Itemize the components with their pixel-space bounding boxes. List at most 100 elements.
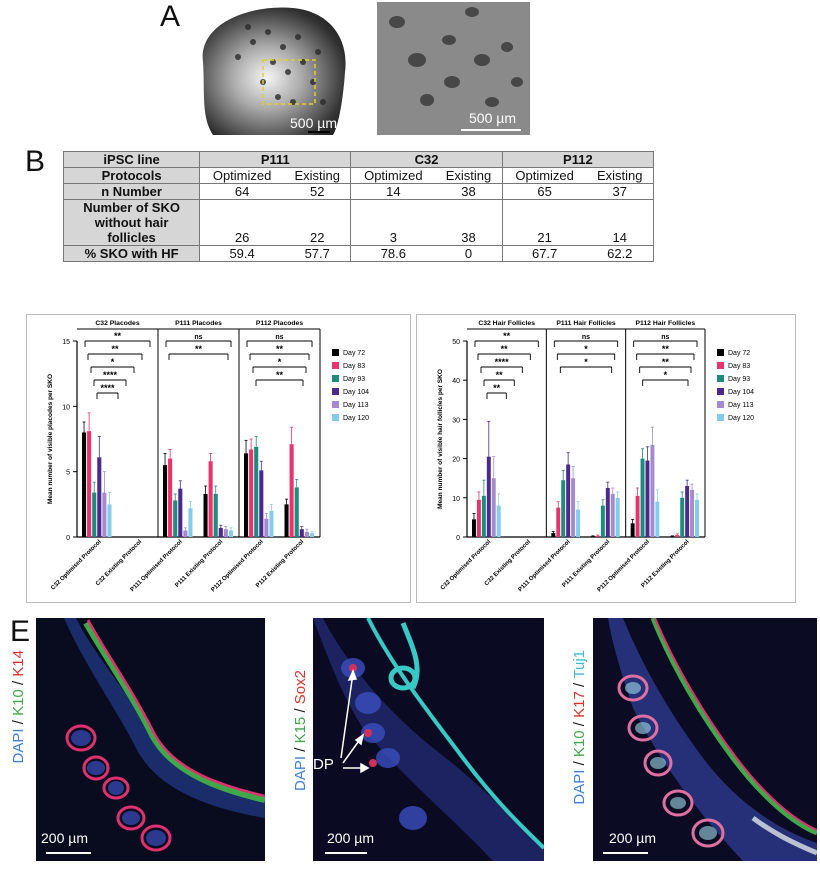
significance-label: * [584, 344, 588, 354]
bar [496, 505, 501, 537]
significance-label: ns [661, 334, 669, 341]
significance-label: **** [100, 383, 115, 393]
table-cell: 64 [199, 183, 285, 200]
scale-bar-e1 [46, 852, 91, 854]
table-header-cell: iPSC line [62, 151, 201, 168]
bar [289, 444, 294, 537]
scale-label-e2: 200 µm [327, 830, 374, 846]
legend-label: Day 113 [728, 402, 754, 409]
legend-label: Day 104 [343, 389, 369, 396]
legend-label: Day 120 [343, 415, 369, 422]
significance-label: ** [493, 383, 501, 393]
bar [284, 504, 289, 537]
legend-label: Day 83 [343, 363, 365, 370]
bar [635, 495, 640, 537]
group-title: P111 Placodes [175, 320, 222, 327]
y-tick-label: 5 [66, 470, 70, 477]
significance-label: **** [103, 370, 118, 380]
organoid-zoom-image: 500 µm [377, 2, 530, 135]
stain-dapi: DAPI [10, 728, 27, 764]
bar [244, 453, 249, 537]
significance-label: ns [275, 334, 283, 341]
row-label: Protocols [62, 167, 201, 184]
legend-label: Day 120 [728, 415, 754, 422]
bar [591, 536, 595, 537]
y-axis-label: Mean number of visible hair follicles pe… [437, 369, 444, 509]
legend-swatch [332, 388, 339, 395]
row-label-line: Number of SKO [83, 200, 180, 215]
significance-label: **** [495, 357, 510, 367]
significance-label: ** [501, 344, 509, 354]
bar [87, 431, 92, 537]
bar [259, 470, 264, 537]
legend-label: Day 113 [343, 402, 369, 409]
bar [561, 480, 566, 537]
stain-label-3: DAPI / K10 / K17 / Tuj1 [567, 650, 593, 830]
table-cell: 26 [199, 199, 285, 246]
scale-bar-e2 [325, 852, 367, 854]
y-tick-label: 10 [62, 404, 70, 411]
significance-label: ** [662, 357, 670, 367]
legend-swatch [332, 414, 339, 421]
stain-sep: / [292, 704, 309, 717]
legend-swatch [332, 401, 339, 408]
y-tick-label: 10 [452, 496, 460, 503]
bar [168, 458, 173, 537]
row-label: Number of SKO without hair follicles [62, 199, 201, 246]
y-axis-label: Mean number of visible placodes per SKO [47, 374, 54, 504]
category-label: P112 Existing Protocol [641, 539, 691, 589]
bar [472, 519, 476, 537]
legend-label: Day 104 [728, 389, 754, 396]
bar [476, 499, 481, 537]
legend-label: Day 93 [343, 376, 365, 383]
bar [680, 497, 685, 537]
bar [685, 486, 690, 537]
table-cell: 37 [586, 183, 654, 200]
bar [576, 509, 580, 537]
bar [675, 535, 680, 537]
table-cell: 67.7 [501, 245, 587, 262]
y-tick-label: 0 [456, 535, 460, 542]
immunostain-image-k10-k14 [36, 618, 265, 861]
bar [309, 533, 314, 537]
table-cell: Optimized [501, 167, 587, 184]
y-tick-label: 0 [66, 535, 70, 542]
bar [264, 518, 269, 537]
table-cell: 3 [350, 199, 436, 246]
bar [178, 488, 183, 537]
legend-label: Day 72 [343, 350, 365, 357]
bar [299, 529, 304, 537]
stain-k10: K10 [571, 730, 588, 758]
scale-label-e3: 200 µm [609, 830, 656, 846]
table-cell: 38 [435, 199, 503, 246]
table-cell: 78.6 [350, 245, 436, 262]
y-tick-label: 50 [452, 339, 460, 346]
legend-swatch [717, 362, 724, 369]
scale-label-e1: 200 µm [41, 830, 88, 846]
bar [695, 499, 699, 537]
table-cell: Existing [284, 167, 352, 184]
stain-tuj1: Tuj1 [571, 650, 588, 679]
hair-follicles-bar-chart: 0 10 20 30 40 50 Mean number of visible hair f… [437, 320, 754, 593]
bar [173, 500, 178, 537]
bar [107, 504, 112, 537]
table-header-cell: P111 [199, 151, 352, 168]
table-header-cell: P112 [501, 151, 655, 168]
bar [486, 456, 491, 537]
stain-dapi: DAPI [571, 769, 588, 805]
bar [670, 536, 675, 537]
bar [481, 495, 486, 537]
bar [595, 535, 600, 537]
table-cell: 59.4 [199, 245, 285, 262]
group-title: C32 Hair Follicles [478, 320, 535, 327]
table-cell: 14 [350, 183, 436, 200]
chart-c-frame: 0 5 10 15 Mean number of visible placodes pe… [26, 314, 411, 603]
scale-label-a-right: 500 µm [469, 110, 516, 126]
summary-table: iPSC line P111 C32 P112 Protocols Optimi… [62, 151, 655, 262]
table-cell: Existing [586, 167, 654, 184]
significance-label: * [278, 357, 282, 367]
bar [615, 497, 620, 537]
legend-swatch [332, 375, 339, 382]
bar [655, 501, 660, 537]
stain-sep: / [571, 678, 588, 692]
